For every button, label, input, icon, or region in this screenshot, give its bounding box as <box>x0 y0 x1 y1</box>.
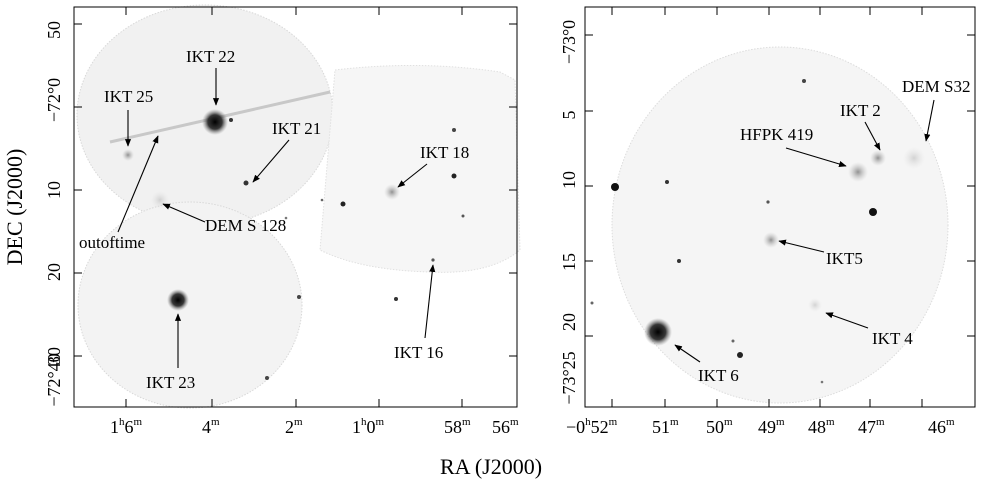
right-panel: −73°0 5 10 15 20 −73°25 −0h52m 51m <box>559 6 976 437</box>
left-image-field <box>76 4 521 409</box>
label-outoftime: outoftime <box>79 233 145 252</box>
right-ra-ticks <box>611 7 923 407</box>
left-dec-tick-5: −72°40 <box>44 353 64 406</box>
right-ra-tick-5: 47m <box>858 416 885 437</box>
right-dec-tick-0: −73°0 <box>559 20 579 64</box>
source-ikt5 <box>763 232 779 248</box>
left-dec-tick-4: 30 <box>44 347 64 365</box>
right-image-field <box>611 46 949 404</box>
left-panel: 50 −72°0 10 20 30 −72°40 1h6m 4m 2m 1h0m… <box>44 4 521 437</box>
label-hfpk419: HFPK 419 <box>740 125 813 144</box>
source-ikt6 <box>644 318 672 346</box>
label-ikt22: IKT 22 <box>186 47 235 66</box>
left-dec-tick-1: −72°0 <box>44 78 64 122</box>
source-hfpk419 <box>848 162 868 182</box>
right-dec-tick-labels: −73°0 5 10 15 20 −73°25 <box>559 20 579 405</box>
right-annotations: DEM S32 IKT 2 HFPK 419 IKT5 IKT 4 IKT 6 <box>674 77 970 385</box>
right-ra-tick-4: 48m <box>808 416 835 437</box>
left-ra-tick-3: 1h0m <box>352 416 385 437</box>
left-dec-tick-0: 50 <box>44 21 64 39</box>
right-ra-tick-2: 50m <box>706 416 733 437</box>
left-ra-tick-2: 2m <box>285 416 303 437</box>
source-ikt23 <box>167 289 189 311</box>
right-plot-frame <box>584 6 976 408</box>
left-dec-tick-2: 10 <box>44 181 64 199</box>
left-ra-tick-labels: 1h6m 4m 2m 1h0m 58m 56m <box>110 416 519 437</box>
left-ra-tick-1: 4m <box>202 416 220 437</box>
source-ikt2 <box>870 150 886 166</box>
label-ikt25: IKT 25 <box>104 87 153 106</box>
left-ra-tick-4: 58m <box>444 416 471 437</box>
right-dec-tick-1: 5 <box>559 111 579 120</box>
label-dem128: DEM S 128 <box>205 216 286 235</box>
label-ikt5: IKT5 <box>826 249 863 268</box>
source-ikt4 <box>808 298 822 312</box>
label-ikt4: IKT 4 <box>872 329 913 348</box>
source-dems32 <box>903 147 925 169</box>
right-ra-tick-1: 51m <box>652 416 679 437</box>
right-ra-tick-labels: −0h52m 51m 50m 49m 48m 47m 46m <box>566 416 955 437</box>
right-dec-ticks <box>585 34 975 337</box>
left-ra-ticks <box>125 7 463 407</box>
label-ikt18: IKT 18 <box>420 143 469 162</box>
right-ra-tick-3: 49m <box>758 416 785 437</box>
label-ikt2: IKT 2 <box>840 101 881 120</box>
label-ikt16: IKT 16 <box>394 343 443 362</box>
right-dec-tick-2: 10 <box>559 171 579 189</box>
right-dec-tick-3: 15 <box>559 253 579 271</box>
source-dem128 <box>151 191 169 209</box>
source-ikt18 <box>384 184 400 200</box>
right-ra-tick-0: −0h52m <box>566 416 618 437</box>
source-ikt22 <box>202 109 228 135</box>
right-dec-tick-4: 20 <box>559 313 579 331</box>
right-dec-tick-5: −73°25 <box>559 351 579 404</box>
left-dec-tick-3: 20 <box>44 263 64 281</box>
left-annotations: IKT 22 IKT 25 IKT 21 IKT 18 DEM S 128 ou… <box>79 47 469 392</box>
label-ikt6: IKT 6 <box>698 366 739 385</box>
y-axis-title: DEC (J2000) <box>2 149 27 266</box>
label-ikt21: IKT 21 <box>272 119 321 138</box>
left-dec-ticks <box>74 23 517 357</box>
source-ikt25 <box>122 149 134 161</box>
left-ra-tick-5: 56m <box>492 416 519 437</box>
left-sources <box>122 109 465 380</box>
label-dems32: DEM S32 <box>902 77 970 96</box>
left-dec-tick-labels: 50 −72°0 10 20 30 −72°40 <box>44 21 64 407</box>
left-ra-tick-0: 1h6m <box>110 416 143 437</box>
right-sources <box>590 79 925 384</box>
right-ra-tick-6: 46m <box>928 416 955 437</box>
label-ikt23: IKT 23 <box>146 373 195 392</box>
x-axis-title: RA (J2000) <box>440 454 542 479</box>
